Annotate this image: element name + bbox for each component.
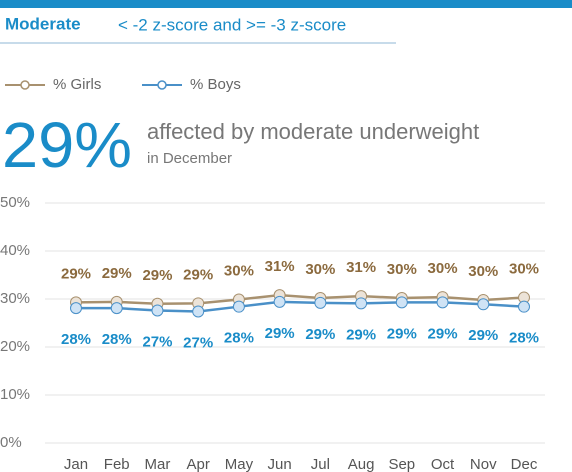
- point: [151, 304, 164, 317]
- highlight-text: affected by moderate underweight: [147, 119, 479, 144]
- series-line: [76, 300, 525, 313]
- point: [192, 305, 205, 318]
- x-tick-label: Mar: [145, 456, 171, 472]
- value-label: 29%: [428, 325, 458, 342]
- y-tick-label: 40%: [0, 242, 30, 259]
- x-tick-label: Feb: [104, 456, 130, 472]
- y-tick-label: 20%: [0, 338, 30, 355]
- y-tick-label: 0%: [0, 434, 22, 451]
- x-tick-label: Jan: [64, 456, 88, 472]
- point: [110, 302, 123, 315]
- value-label: 31%: [346, 259, 376, 276]
- value-label: 28%: [509, 330, 539, 347]
- x-tick-label: Jul: [311, 456, 330, 472]
- legend-marker: [157, 80, 167, 90]
- value-label: 30%: [387, 261, 417, 278]
- point: [436, 296, 449, 309]
- value-label: 30%: [305, 261, 335, 278]
- x-tick-label: Nov: [470, 456, 497, 472]
- x-tick-label: Sep: [388, 456, 415, 472]
- value-label: 29%: [183, 266, 213, 283]
- y-tick-label: 50%: [0, 194, 30, 211]
- value-label: 31%: [265, 258, 295, 275]
- point: [477, 298, 490, 311]
- value-label: 28%: [61, 331, 91, 348]
- x-tick-label: Dec: [511, 456, 538, 472]
- value-label: 30%: [468, 263, 498, 280]
- point: [232, 300, 245, 313]
- point: [273, 295, 286, 308]
- criteria: < -2 z-score and >= -3 z-score: [118, 15, 346, 34]
- x-tick-label: Aug: [348, 456, 375, 472]
- y-tick-label: 30%: [0, 290, 30, 307]
- legend-marker: [20, 80, 30, 90]
- legend-label: % Girls: [53, 76, 101, 93]
- x-tick-label: Oct: [431, 456, 455, 472]
- value-label: 28%: [102, 331, 132, 348]
- value-label: 27%: [183, 334, 213, 351]
- value-label: 27%: [142, 333, 172, 350]
- value-label: 30%: [428, 260, 458, 277]
- value-label: 29%: [265, 325, 295, 342]
- y-tick-label: 10%: [0, 386, 30, 403]
- highlight-period: in December: [147, 150, 232, 167]
- top-bar: [0, 0, 572, 8]
- point: [355, 297, 368, 310]
- point: [518, 300, 530, 313]
- value-label: 29%: [468, 327, 498, 344]
- value-label: 29%: [346, 326, 376, 343]
- heading: Moderate: [5, 14, 81, 33]
- x-tick-label: Jun: [268, 456, 292, 472]
- value-label: 30%: [509, 261, 539, 278]
- point: [314, 296, 327, 309]
- x-tick-label: May: [225, 456, 254, 472]
- value-label: 30%: [224, 262, 254, 279]
- point: [70, 302, 82, 315]
- x-tick-label: Apr: [187, 456, 210, 472]
- value-label: 29%: [387, 325, 417, 342]
- value-label: 29%: [142, 267, 172, 284]
- legend-label: % Boys: [190, 76, 241, 93]
- highlight: 29%: [2, 109, 132, 181]
- value-label: 29%: [102, 265, 132, 282]
- value-label: 29%: [61, 265, 91, 282]
- series-line: [75, 293, 525, 306]
- value-label: 28%: [224, 330, 254, 347]
- value-label: 29%: [305, 326, 335, 343]
- point: [395, 296, 408, 309]
